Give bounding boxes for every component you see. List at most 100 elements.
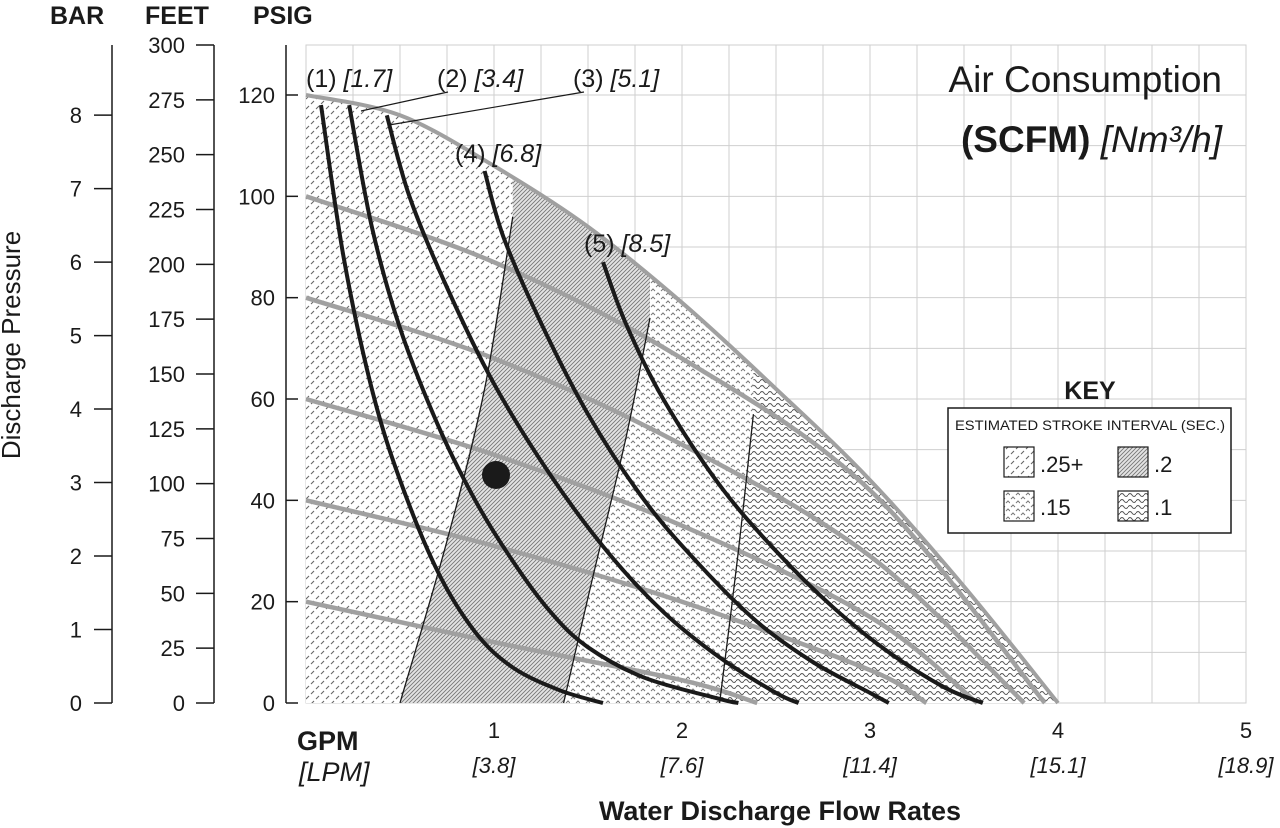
envelope-curve bbox=[305, 93, 1060, 705]
psig-tick-label: 100 bbox=[238, 184, 275, 209]
x-tick-label: 2 bbox=[676, 718, 688, 743]
curve-label-number: (4) bbox=[455, 140, 493, 168]
chart-subtitle: (SCFM) [Nm³/h] bbox=[961, 119, 1223, 160]
curve-label-metric: [3.4] bbox=[474, 65, 525, 93]
x-tick-label: 4 bbox=[1052, 718, 1064, 743]
feet-tick-label: 225 bbox=[148, 198, 185, 223]
psig-axis-title: PSIG bbox=[253, 2, 313, 30]
feet-axis-title: FEET bbox=[145, 2, 209, 30]
feet-tick-label: 150 bbox=[148, 362, 185, 387]
feet-tick-label: 250 bbox=[148, 143, 185, 168]
stroke-interval-boundary bbox=[562, 317, 651, 704]
chart-subtitle-metric-unit: [Nm³/h] bbox=[1100, 119, 1223, 160]
bar-tick-label: 7 bbox=[70, 177, 82, 202]
feet-tick-label: 125 bbox=[148, 417, 185, 442]
air-consumption-curve bbox=[601, 261, 984, 705]
legend-swatch-01 bbox=[1117, 490, 1149, 522]
air-consumption-curve bbox=[384, 114, 800, 705]
air-consumption-curve bbox=[482, 170, 890, 705]
operating-point-marker bbox=[482, 461, 510, 489]
curve-label-metric: [5.1] bbox=[610, 65, 661, 93]
axis-ticks: 0204060801001200255075100125150175200225… bbox=[70, 33, 1275, 778]
pressure-curve bbox=[305, 599, 758, 706]
psig-tick-label: 20 bbox=[251, 590, 275, 615]
x-tick-label-secondary: [7.6] bbox=[660, 753, 705, 778]
pressure-curves bbox=[305, 194, 1047, 706]
legend-label-015: .15 bbox=[1040, 495, 1071, 520]
feet-tick-label: 50 bbox=[161, 581, 185, 606]
bar-tick-label: 5 bbox=[70, 324, 82, 349]
curve-label-leader bbox=[388, 91, 585, 126]
feet-tick-label: 175 bbox=[148, 307, 185, 332]
curve-label-number: (2) bbox=[437, 65, 475, 93]
legend-swatch-015 bbox=[1003, 490, 1035, 522]
feet-tick-label: 25 bbox=[161, 636, 185, 661]
feet-tick-label: 100 bbox=[148, 472, 185, 497]
x-tick-label-secondary: [3.8] bbox=[472, 753, 517, 778]
legend-label-02: .2 bbox=[1154, 452, 1172, 477]
psig-tick-label: 0 bbox=[263, 691, 275, 716]
x-unit-gpm: GPM bbox=[297, 726, 359, 756]
stroke-interval-boundaries bbox=[399, 216, 755, 704]
chart-subtitle-space bbox=[1090, 119, 1100, 160]
stroke-interval-region bbox=[563, 276, 754, 703]
performance-envelope bbox=[305, 93, 1060, 705]
air-consumption-curves bbox=[319, 104, 984, 705]
bar-tick-label: 2 bbox=[70, 544, 82, 569]
psig-tick-label: 40 bbox=[251, 488, 275, 513]
bar-tick-label: 4 bbox=[70, 397, 82, 422]
bar-tick-label: 0 bbox=[70, 691, 82, 716]
pressure-curve bbox=[305, 396, 979, 705]
legend-label-025: .25+ bbox=[1040, 452, 1083, 477]
x-tick-label: 1 bbox=[488, 718, 500, 743]
curve-label-number: (1) bbox=[306, 65, 344, 93]
x-tick-label: 5 bbox=[1240, 718, 1252, 743]
x-tick-label: 3 bbox=[864, 718, 876, 743]
chart-subtitle-unit: (SCFM) bbox=[961, 119, 1090, 160]
feet-tick-label: 300 bbox=[148, 33, 185, 58]
stroke-interval-boundary bbox=[718, 414, 755, 704]
stroke-interval-region bbox=[719, 368, 1058, 703]
curve-label-metric: [1.7] bbox=[343, 65, 394, 93]
chart-title: Air Consumption bbox=[948, 59, 1222, 100]
bar-tick-label: 3 bbox=[70, 471, 82, 496]
bar-tick-label: 8 bbox=[70, 103, 82, 128]
curve-label: (4) [6.8] bbox=[455, 140, 542, 168]
legend-swatch-025 bbox=[1003, 446, 1035, 478]
air-consumption-curve bbox=[319, 104, 604, 705]
pressure-curve bbox=[305, 295, 1026, 705]
y-axis-label: Discharge Pressure bbox=[0, 231, 26, 459]
legend-title: KEY bbox=[1064, 377, 1116, 405]
legend-swatch-02 bbox=[1117, 446, 1149, 478]
feet-tick-label: 200 bbox=[148, 252, 185, 277]
x-tick-label-secondary: [18.9] bbox=[1217, 753, 1274, 778]
psig-tick-label: 60 bbox=[251, 387, 275, 412]
legend-label-01: .1 bbox=[1154, 495, 1172, 520]
x-axis-label: Water Discharge Flow Rates bbox=[599, 796, 961, 826]
air-consumption-curve bbox=[347, 104, 739, 705]
legend-box bbox=[947, 407, 1232, 534]
pressure-curve bbox=[305, 498, 928, 705]
x-tick-label-secondary: [15.1] bbox=[1029, 753, 1086, 778]
x-tick-label-secondary: [11.4] bbox=[842, 753, 897, 778]
curve-label-leader bbox=[360, 91, 449, 112]
curve-label-number: (3) bbox=[573, 65, 611, 93]
bar-tick-label: 1 bbox=[70, 618, 82, 643]
bar-axis-title: BAR bbox=[50, 2, 104, 30]
feet-tick-label: 0 bbox=[173, 691, 185, 716]
curve-label-number: (5) bbox=[584, 230, 622, 258]
curve-label: (1) [1.7] bbox=[306, 65, 393, 93]
psig-tick-label: 120 bbox=[238, 83, 275, 108]
feet-tick-label: 75 bbox=[161, 527, 185, 552]
legend-subtitle: ESTIMATED STROKE INTERVAL (SEC.) bbox=[955, 417, 1225, 433]
curve-label: (5) [8.5] bbox=[584, 230, 671, 258]
pressure-curve bbox=[305, 194, 1047, 705]
bar-tick-label: 6 bbox=[70, 250, 82, 275]
curve-label-metric: [6.8] bbox=[492, 140, 543, 168]
curve-label: (3) [5.1] bbox=[573, 65, 660, 93]
psig-tick-label: 80 bbox=[251, 286, 275, 311]
curve-label-metric: [8.5] bbox=[621, 230, 672, 258]
curve-label: (2) [3.4] bbox=[437, 65, 524, 93]
x-unit-lpm: [LPM] bbox=[298, 757, 371, 787]
